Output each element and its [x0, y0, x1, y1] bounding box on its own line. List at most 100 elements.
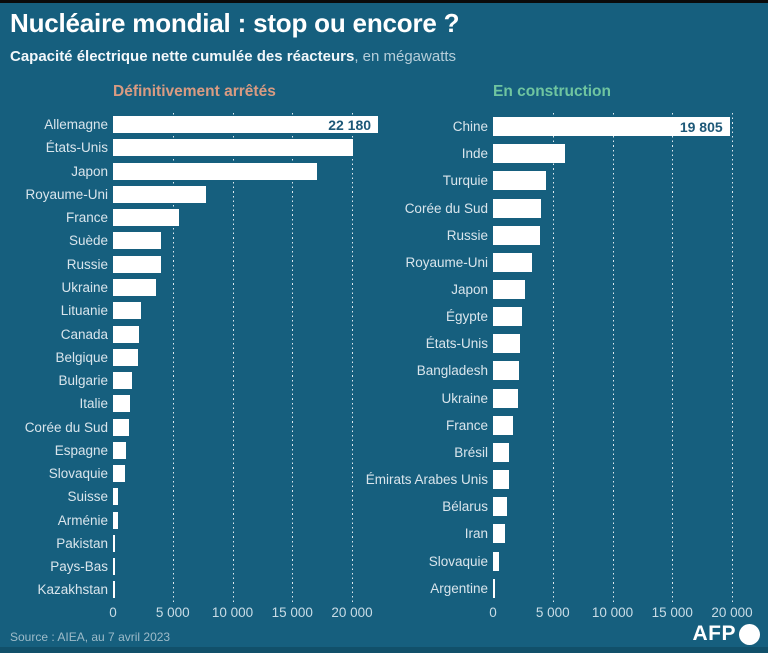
chart-row: Bangladesh — [380, 357, 768, 384]
chart-row: Lituanie — [0, 299, 380, 322]
country-label-text: France — [65, 210, 108, 226]
country-label-text: Belgique — [55, 349, 108, 365]
bar-track — [493, 334, 768, 354]
country-label: Chine — [380, 119, 488, 134]
chart-row: Arménie — [0, 509, 380, 532]
axis-tick: 20 000 — [711, 605, 753, 620]
gridline — [672, 113, 674, 602]
axis-tick: 10 000 — [591, 605, 634, 620]
subtitle-bold: Capacité électrique nette cumulée des ré… — [10, 48, 355, 65]
chart-under-construction: En construction Chine 19 805 Inde Turquie Co… — [366, 81, 768, 620]
chart-row: Allemagne 22 180 — [0, 113, 380, 136]
bar-track — [113, 325, 380, 343]
country-label: Royaume-Uni — [0, 187, 108, 202]
subtitle: Capacité électrique nette cumulée des ré… — [10, 48, 456, 65]
gridline — [232, 113, 234, 602]
bar — [113, 418, 129, 436]
source-note: Source : AIEA, au 7 avril 2023 — [10, 630, 171, 644]
chart-title-shutdown: Définitivement arrêtés — [113, 83, 276, 100]
bar-track — [113, 139, 380, 157]
country-label: Italie — [0, 396, 108, 411]
country-label-text: Ukraine — [61, 279, 108, 295]
bar-track — [113, 488, 380, 506]
chart-row: Brésil — [380, 439, 768, 466]
bar-track — [113, 348, 380, 366]
country-label-text: Bangladesh — [416, 363, 488, 379]
bar-rows: Chine 19 805 Inde Turquie Corée du Sud Russie… — [366, 113, 768, 602]
gridline — [172, 113, 174, 602]
chart-row: Corée du Sud — [0, 415, 380, 438]
country-label: Espagne — [0, 443, 108, 458]
bar-track — [493, 280, 768, 300]
bar — [113, 325, 139, 343]
gridline — [732, 113, 733, 602]
bar-track — [113, 302, 380, 320]
country-label: Slovaquie — [0, 466, 108, 481]
bar-track — [493, 361, 768, 381]
country-label-text: Royaume-Uni — [405, 254, 488, 270]
bar — [493, 361, 519, 381]
country-label-text: Émirats Arabes Unis — [365, 472, 488, 488]
country-label: Kazakhstan — [0, 582, 108, 597]
country-label: Pakistan — [0, 536, 108, 551]
country-label: Égypte — [380, 309, 488, 324]
bar — [113, 185, 207, 203]
country-label-text: Kazakhstan — [37, 582, 108, 598]
country-label-text: Suisse — [67, 489, 108, 505]
gridline — [292, 113, 294, 602]
axis-tick: 5 000 — [155, 605, 190, 620]
bar — [113, 209, 180, 227]
country-label-text: Allemagne — [44, 117, 108, 133]
country-label: Ukraine — [380, 391, 488, 406]
country-label-text: Argentine — [430, 580, 488, 596]
bar-value-label: 22 180 — [328, 116, 372, 133]
bar-track — [493, 225, 768, 245]
bar-track — [493, 388, 768, 408]
bar-track — [113, 511, 380, 529]
bar-track — [113, 395, 380, 413]
country-label: Slovaquie — [380, 554, 488, 569]
country-label-text: Iran — [464, 526, 488, 542]
country-label-text: Suède — [68, 233, 108, 249]
country-label: Corée du Sud — [0, 420, 108, 435]
bar — [493, 578, 495, 598]
country-label-text: Pays-Bas — [50, 559, 108, 575]
plot-area-construction: Chine 19 805 Inde Turquie Corée du Sud Russie… — [366, 113, 768, 620]
chart-row: Chine 19 805 — [380, 113, 768, 140]
chart-row: Suisse — [0, 485, 380, 508]
bar — [493, 252, 533, 272]
bar-track — [113, 162, 380, 180]
bar-track — [113, 185, 380, 203]
country-label-text: Lituanie — [60, 303, 108, 319]
bar-track — [493, 198, 768, 218]
bar — [113, 348, 138, 366]
page-title: Nucléaire mondial : stop ou encore ? — [10, 8, 460, 38]
bar — [493, 280, 525, 300]
bar — [113, 488, 118, 506]
country-label: France — [0, 210, 108, 225]
bar-track — [113, 558, 380, 576]
chart-row: États-Unis — [380, 330, 768, 357]
country-label-text: Corée du Sud — [404, 200, 488, 216]
subtitle-unit: , en mégawatts — [354, 48, 457, 65]
country-label-text: Égypte — [445, 309, 488, 325]
bar-track — [493, 144, 768, 164]
chart-row: Japon — [380, 276, 768, 303]
bar — [113, 511, 118, 529]
chart-permanently-shutdown: Définitivement arrêtés Allemagne 22 180 Ét… — [0, 81, 380, 620]
country-label: Arménie — [0, 513, 108, 528]
chart-row: Slovaquie — [0, 462, 380, 485]
bar — [493, 497, 507, 517]
bar — [493, 470, 510, 490]
country-label-text: Japon — [451, 282, 488, 298]
chart-row: Russie — [0, 253, 380, 276]
bar — [493, 171, 547, 191]
plot-area-shutdown: Allemagne 22 180 États-Unis Japon Royaume-Un… — [0, 113, 380, 620]
chart-row: Slovaquie — [380, 548, 768, 575]
country-label: Émirats Arabes Unis — [366, 472, 488, 487]
chart-row: Ukraine — [380, 385, 768, 412]
bar — [493, 442, 510, 462]
bar-track: 22 180 — [113, 116, 380, 134]
bar — [113, 232, 162, 250]
country-label: Suède — [0, 233, 108, 248]
